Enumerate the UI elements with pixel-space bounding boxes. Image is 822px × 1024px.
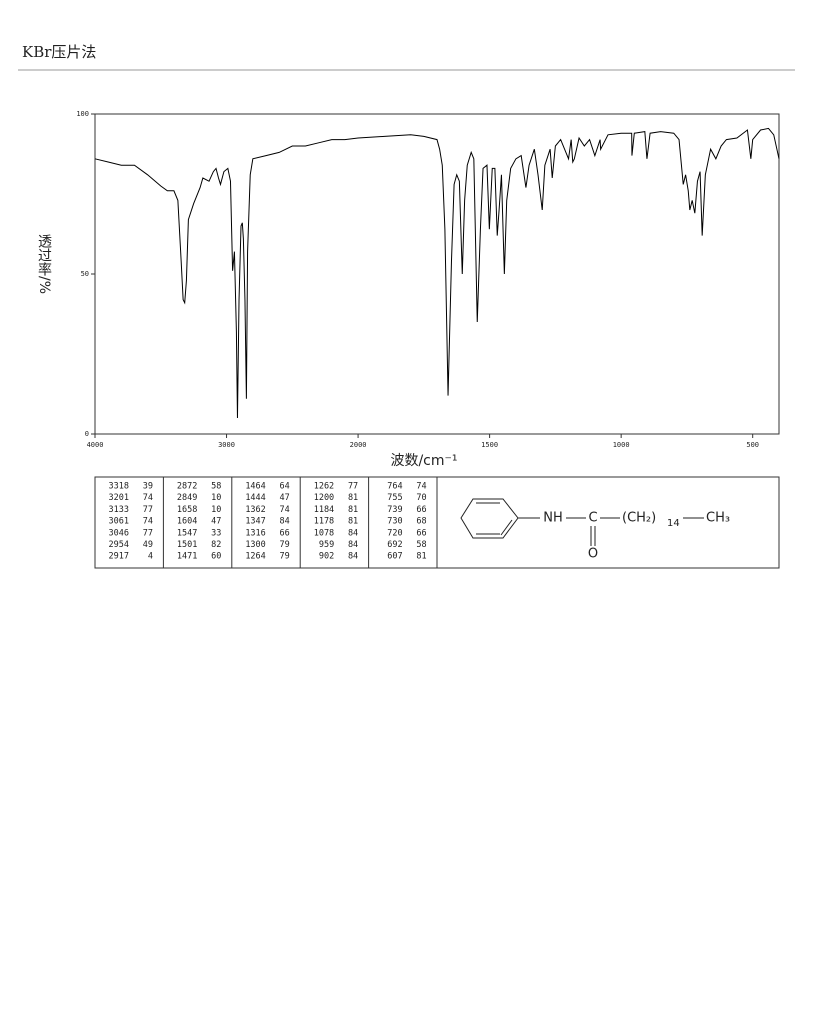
repeat-label: 14 bbox=[667, 518, 680, 529]
transmittance-cell: 66 bbox=[416, 505, 426, 515]
peak-table: 3318 39 3201 74 3133 77 3061 74 3046 77 2954 49 2917… bbox=[109, 477, 438, 568]
wavenumber-cell: 902 bbox=[319, 552, 334, 562]
wavenumber-cell: 739 bbox=[387, 505, 402, 515]
page-title: KBr压片法 bbox=[22, 43, 96, 61]
transmittance-cell: 74 bbox=[143, 493, 153, 503]
transmittance-cell: 66 bbox=[416, 528, 426, 538]
y-tick-label: 0 bbox=[85, 430, 89, 438]
wavenumber-cell: 607 bbox=[387, 552, 402, 562]
wavenumber-cell: 3318 bbox=[109, 482, 129, 492]
transmittance-cell: 84 bbox=[348, 528, 358, 538]
transmittance-cell: 81 bbox=[348, 517, 358, 527]
transmittance-cell: 49 bbox=[143, 540, 153, 550]
o-label: O bbox=[588, 547, 598, 562]
transmittance-cell: 39 bbox=[143, 482, 153, 492]
wavenumber-cell: 720 bbox=[387, 528, 402, 538]
transmittance-cell: 74 bbox=[280, 505, 290, 515]
x-tick-label: 2000 bbox=[350, 441, 367, 449]
x-tick-label: 500 bbox=[746, 441, 759, 449]
transmittance-cell: 70 bbox=[416, 493, 426, 503]
spectrum-line bbox=[94, 127, 780, 419]
transmittance-cell: 81 bbox=[416, 552, 426, 562]
c-label: C bbox=[588, 511, 597, 526]
wavenumber-cell: 1262 bbox=[314, 482, 334, 492]
wavenumber-cell: 730 bbox=[387, 517, 402, 527]
wavenumber-cell: 3133 bbox=[109, 505, 129, 515]
wavenumber-cell: 1658 bbox=[177, 505, 197, 515]
wavenumber-cell: 1464 bbox=[245, 482, 265, 492]
ring-bond bbox=[500, 519, 513, 536]
transmittance-cell: 81 bbox=[348, 505, 358, 515]
transmittance-cell: 79 bbox=[280, 552, 290, 562]
wavenumber-cell: 3061 bbox=[109, 517, 129, 527]
transmittance-cell: 84 bbox=[280, 517, 290, 527]
transmittance-cell: 84 bbox=[348, 540, 358, 550]
transmittance-cell: 79 bbox=[280, 540, 290, 550]
wavenumber-cell: 1362 bbox=[245, 505, 265, 515]
transmittance-cell: 74 bbox=[143, 517, 153, 527]
wavenumber-cell: 1200 bbox=[314, 493, 334, 503]
wavenumber-cell: 755 bbox=[387, 493, 402, 503]
transmittance-cell: 84 bbox=[348, 552, 358, 562]
chain-label: (CH₂) bbox=[622, 511, 656, 526]
transmittance-cell: 47 bbox=[211, 517, 221, 527]
transmittance-cell: 77 bbox=[143, 505, 153, 515]
transmittance-cell: 64 bbox=[280, 482, 290, 492]
transmittance-cell: 82 bbox=[211, 540, 221, 550]
wavenumber-cell: 959 bbox=[319, 540, 334, 550]
wavenumber-cell: 1471 bbox=[177, 552, 197, 562]
benzene-ring bbox=[460, 498, 519, 539]
x-tick-label: 1000 bbox=[613, 441, 630, 449]
wavenumber-cell: 1178 bbox=[314, 517, 334, 527]
wavenumber-cell: 1078 bbox=[314, 528, 334, 538]
x-tick-label: 1500 bbox=[481, 441, 498, 449]
end-label: CH₃ bbox=[706, 511, 730, 526]
transmittance-cell: 58 bbox=[211, 482, 221, 492]
wavenumber-cell: 1300 bbox=[245, 540, 265, 550]
y-tick-label: 100 bbox=[76, 110, 89, 118]
wavenumber-cell: 2917 bbox=[109, 552, 129, 562]
transmittance-cell: 10 bbox=[211, 493, 221, 503]
x-tick-label: 4000 bbox=[87, 441, 104, 449]
wavenumber-cell: 1264 bbox=[245, 552, 265, 562]
wavenumber-cell: 2849 bbox=[177, 493, 197, 503]
transmittance-cell: 77 bbox=[348, 482, 358, 492]
wavenumber-cell: 3201 bbox=[109, 493, 129, 503]
transmittance-cell: 74 bbox=[416, 482, 426, 492]
wavenumber-cell: 1316 bbox=[245, 528, 265, 538]
plot-frame bbox=[94, 113, 780, 435]
wavenumber-cell: 1501 bbox=[177, 540, 197, 550]
wavenumber-cell: 3046 bbox=[109, 528, 129, 538]
wavenumber-cell: 1444 bbox=[245, 493, 265, 503]
wavenumber-cell: 1604 bbox=[177, 517, 197, 527]
wavenumber-cell: 1184 bbox=[314, 505, 334, 515]
transmittance-cell: 60 bbox=[211, 552, 221, 562]
wavenumber-cell: 2954 bbox=[109, 540, 129, 550]
x-tick-label: 3000 bbox=[218, 441, 235, 449]
wavenumber-cell: 692 bbox=[387, 540, 402, 550]
transmittance-cell: 77 bbox=[143, 528, 153, 538]
y-tick-label: 50 bbox=[81, 270, 89, 278]
transmittance-cell: 81 bbox=[348, 493, 358, 503]
wavenumber-cell: 764 bbox=[387, 482, 402, 492]
transmittance-cell: 4 bbox=[148, 552, 153, 562]
transmittance-cell: 66 bbox=[280, 528, 290, 538]
transmittance-cell: 47 bbox=[280, 493, 290, 503]
wavenumber-cell: 1547 bbox=[177, 528, 197, 538]
wavenumber-cell: 1347 bbox=[245, 517, 265, 527]
transmittance-cell: 33 bbox=[211, 528, 221, 538]
wavenumber-cell: 2872 bbox=[177, 482, 197, 492]
transmittance-cell: 68 bbox=[416, 517, 426, 527]
x-axis-label: 波数/cm⁻¹ bbox=[390, 453, 457, 469]
nh-label: NH bbox=[543, 511, 563, 526]
structure bbox=[460, 498, 704, 546]
transmittance-cell: 10 bbox=[211, 505, 221, 515]
transmittance-cell: 58 bbox=[416, 540, 426, 550]
y-axis-label: 透过率/% bbox=[36, 234, 52, 294]
